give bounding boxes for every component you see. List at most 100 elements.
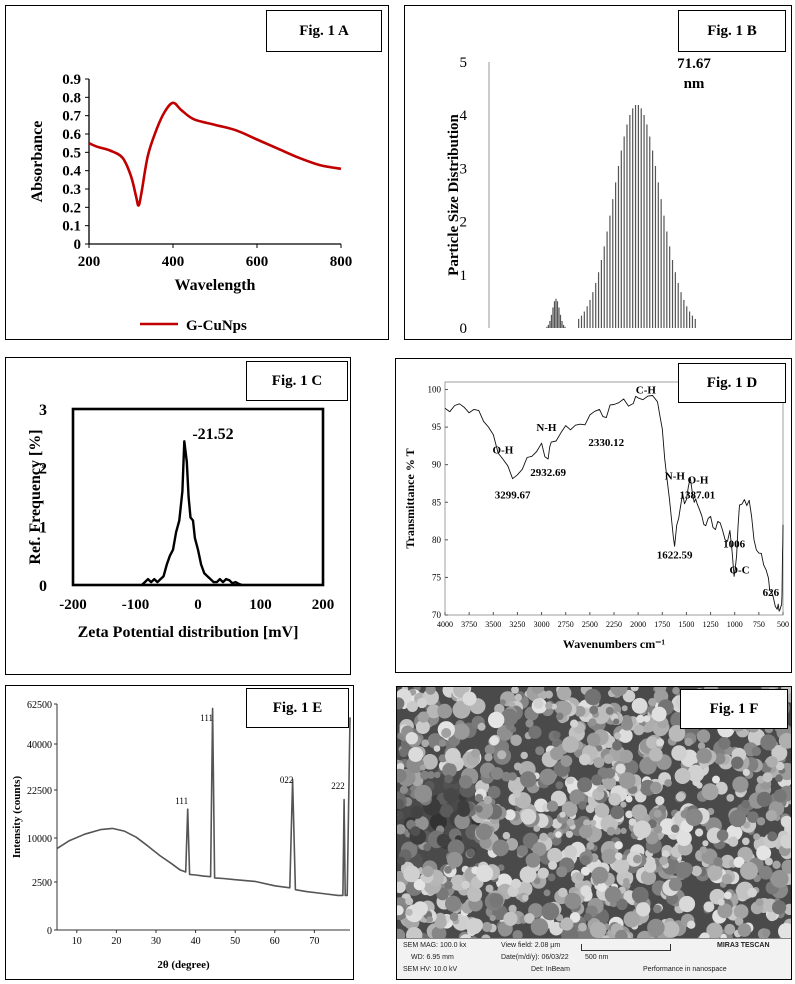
sem-particle: [649, 747, 663, 762]
sem-particle: [508, 772, 517, 781]
sem-particle: [588, 718, 597, 726]
sem-scale-bar: [581, 944, 671, 951]
sem-particle: [756, 845, 772, 861]
sem-particle: [502, 831, 511, 840]
sem-particle: [436, 833, 450, 847]
figure-panel-a: 0 0.1 0.2 0.3 0.4 0.5 0.6 0.7 0.8 0.9 200 400 600 800…: [5, 5, 389, 340]
sem-particle: [691, 865, 702, 877]
peak-annotation: 1006: [723, 538, 746, 550]
sem-particle: [414, 816, 429, 831]
sem-particle: [556, 700, 572, 717]
sem-particle: [397, 697, 405, 710]
x-tick-label: 60: [270, 936, 280, 947]
sem-particle: [461, 880, 470, 889]
sem-particle: [457, 800, 470, 812]
y-tick-label: 0.2: [62, 200, 81, 216]
sem-particle: [780, 815, 791, 828]
sem-particle: [490, 767, 504, 780]
sem-particle: [578, 922, 587, 932]
sem-particle: [429, 813, 447, 831]
x-tick-label: 3000: [534, 620, 550, 629]
peak-annotation: 1387.01: [679, 490, 715, 502]
sem-particle: [433, 771, 441, 779]
sem-particle: [559, 811, 566, 818]
y-tick-label: 10000: [27, 834, 52, 845]
sem-particle: [760, 734, 777, 751]
ftir-spectrum-line: [444, 395, 784, 612]
sem-particle: [564, 892, 582, 910]
sem-particle: [596, 785, 605, 793]
sem-particle: [676, 830, 692, 846]
sem-particle: [441, 728, 452, 738]
sem-particle: [628, 818, 637, 826]
sem-particle: [566, 776, 574, 785]
sem-particle: [443, 787, 459, 803]
sem-particle: [620, 827, 627, 834]
sem-particle: [662, 921, 680, 938]
sem-particle: [420, 770, 430, 780]
sem-particle: [703, 901, 715, 913]
sem-particle: [558, 887, 568, 898]
sem-particle: [410, 806, 424, 819]
sem-particle: [421, 739, 430, 748]
sem-particle: [594, 803, 610, 818]
y-tick-label: 75: [432, 572, 442, 582]
sem-particle: [445, 895, 462, 912]
sem-particle: [756, 817, 766, 826]
peak-annotation: 1622.59: [657, 550, 693, 562]
sem-particle: [445, 748, 461, 764]
sem-particle: [743, 821, 751, 829]
sem-date: Date(m/d/y): 06/03/22: [501, 954, 569, 961]
sem-particle: [636, 902, 651, 917]
peak-annotation: N-H: [536, 422, 557, 434]
sem-particle: [504, 809, 516, 821]
sem-particle: [740, 861, 758, 880]
y-tick-label: 0.6: [62, 127, 81, 143]
sem-particle: [516, 845, 528, 857]
sem-particle: [772, 900, 787, 915]
legend-label: G-CuNps: [186, 318, 247, 334]
sem-particle: [753, 833, 761, 841]
figure-label-f: Fig. 1 F: [680, 689, 788, 729]
sem-particle: [712, 775, 720, 784]
sem-particle: [737, 923, 752, 937]
sem-particle: [621, 705, 628, 712]
sem-particle: [547, 847, 563, 863]
peak-annotation: O-C: [729, 565, 749, 577]
sem-particle: [633, 724, 645, 736]
sem-particle: [561, 801, 578, 817]
figure-label-e: Fig. 1 E: [246, 688, 349, 728]
sem-particle: [661, 850, 670, 858]
x-tick-label: 3500: [485, 620, 501, 629]
sem-particle: [625, 795, 633, 803]
sem-particle: [653, 809, 662, 818]
sem-particle: [533, 877, 541, 885]
sem-particle: [397, 856, 406, 866]
ftir-chart: 70 75 80 85 90 95 100 4000 3750 3500 3250 3000 2750 2…: [403, 381, 789, 651]
y-axis-title: Absorbance: [29, 121, 46, 203]
sem-particle: [508, 700, 515, 708]
sem-particle: [555, 781, 564, 790]
sem-particle: [604, 886, 622, 903]
sem-particle: [397, 832, 407, 846]
figure-label-d: Fig. 1 D: [678, 363, 786, 403]
sem-particle: [438, 739, 447, 747]
sem-particle: [778, 923, 791, 940]
sem-particle: [591, 866, 609, 884]
sem-particle: [520, 751, 528, 760]
sem-particle: [427, 771, 435, 779]
plot-frame: [71, 407, 325, 587]
sem-particle: [631, 697, 648, 714]
y-tick-label: 1: [39, 519, 47, 536]
series-line-g-cunps: [88, 101, 342, 207]
sem-particle: [556, 712, 564, 721]
x-tick-label: 1000: [727, 620, 743, 629]
sem-particle: [775, 774, 783, 782]
sem-particle: [410, 826, 421, 836]
sem-particle: [770, 869, 789, 888]
y-tick-label: 85: [432, 497, 442, 507]
sem-particle: [422, 754, 438, 770]
sem-particle: [500, 708, 519, 727]
sem-particle: [444, 865, 452, 874]
sem-particle: [758, 865, 773, 880]
